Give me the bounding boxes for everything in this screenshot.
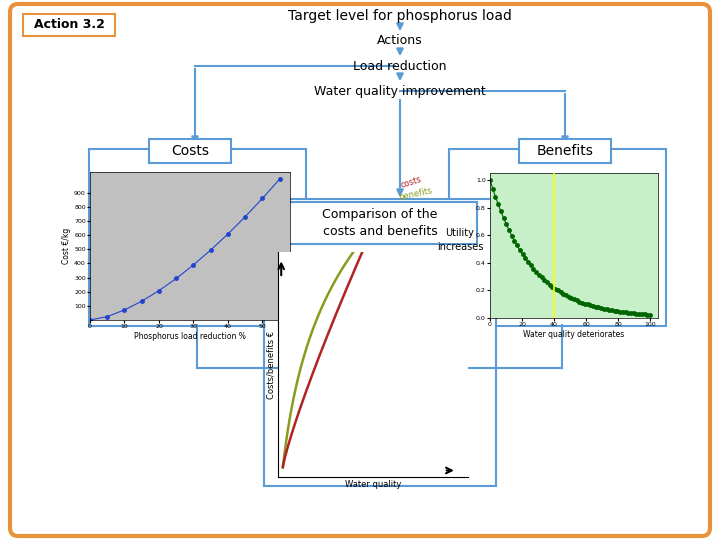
Text: Utility
increases: Utility increases: [437, 228, 483, 252]
FancyBboxPatch shape: [89, 149, 306, 326]
Text: benefits: benefits: [397, 186, 433, 202]
benefits: [285, 418, 294, 424]
FancyBboxPatch shape: [23, 14, 115, 36]
Line: benefits: benefits: [283, 166, 444, 467]
costs: [439, 71, 448, 78]
X-axis label: Water quality deteriorates: Water quality deteriorates: [523, 330, 625, 339]
benefits: [279, 464, 287, 470]
costs: [426, 100, 434, 107]
Text: costs: costs: [400, 174, 423, 190]
benefits: [431, 168, 440, 175]
Text: Costs: Costs: [171, 144, 209, 158]
Text: Load reduction: Load reduction: [354, 59, 446, 72]
FancyBboxPatch shape: [449, 149, 666, 326]
benefits: [308, 326, 317, 333]
Text: Actions: Actions: [377, 35, 423, 48]
Text: Comparison of the
costs and benefits: Comparison of the costs and benefits: [323, 208, 438, 238]
costs: [279, 464, 287, 470]
FancyBboxPatch shape: [519, 139, 611, 163]
FancyBboxPatch shape: [10, 4, 710, 536]
FancyBboxPatch shape: [283, 202, 477, 244]
costs: [288, 428, 297, 434]
costs: [431, 89, 440, 95]
Text: Action 3.2: Action 3.2: [34, 18, 104, 31]
benefits: [288, 400, 297, 407]
Text: Water quality improvement: Water quality improvement: [314, 84, 486, 98]
X-axis label: Water quality: Water quality: [345, 480, 401, 489]
benefits: [426, 172, 434, 179]
costs: [308, 370, 317, 376]
Text: Benefits: Benefits: [536, 144, 593, 158]
Y-axis label: Costs/benefits €: Costs/benefits €: [266, 330, 275, 399]
Text: Target level for phosphorus load: Target level for phosphorus load: [288, 9, 512, 23]
Y-axis label: Cost €/kg: Cost €/kg: [63, 228, 71, 264]
FancyBboxPatch shape: [264, 199, 496, 486]
FancyBboxPatch shape: [149, 139, 231, 163]
benefits: [439, 163, 448, 170]
benefits: [321, 295, 330, 302]
Line: costs: costs: [283, 75, 444, 467]
X-axis label: Phosphorus load reduction %: Phosphorus load reduction %: [134, 332, 246, 341]
costs: [321, 336, 330, 343]
costs: [285, 438, 294, 445]
